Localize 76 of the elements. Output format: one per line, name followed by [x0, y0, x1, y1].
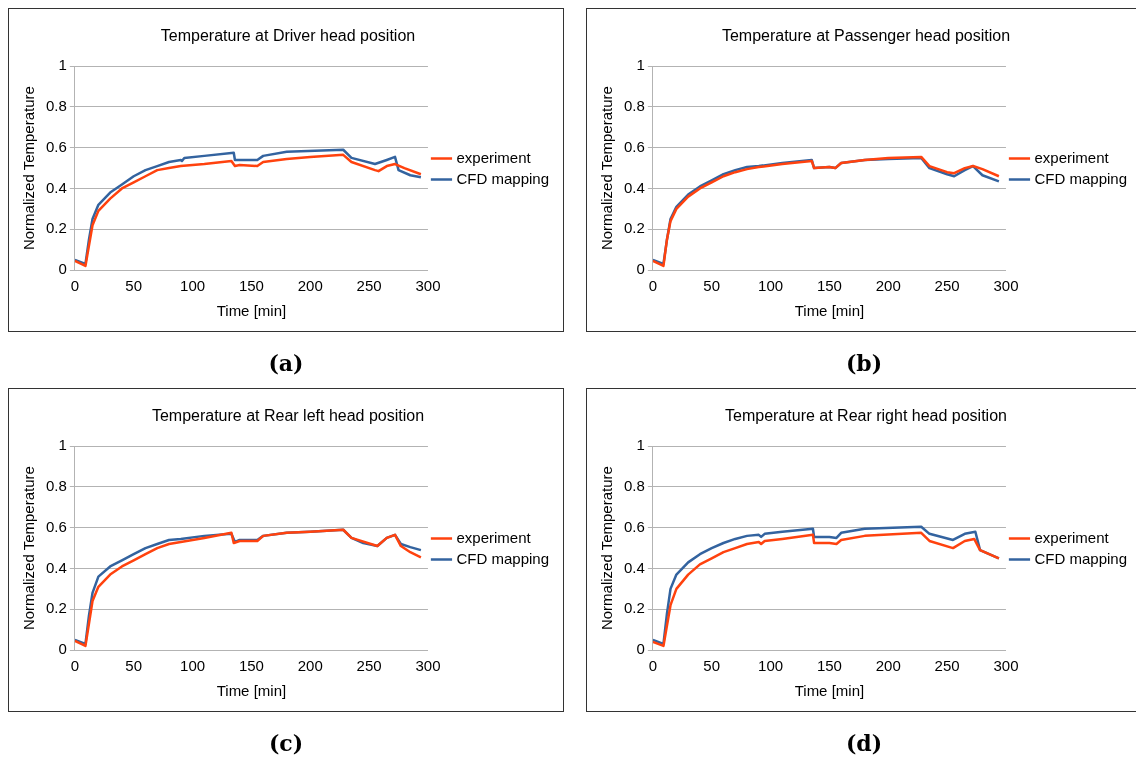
- legend-label: CFD mapping: [456, 169, 550, 187]
- chart-title: Temperature at Rear right head position: [725, 407, 1007, 425]
- x-tick-label: 150: [816, 277, 842, 295]
- x-axis-title: Time [min]: [216, 302, 287, 320]
- x-tick-label: 200: [297, 657, 323, 675]
- y-tick-label: 0.6: [45, 137, 67, 155]
- y-tick-label: 0.2: [45, 599, 67, 617]
- text: (a): [267, 350, 305, 376]
- y-axis-title: Normalized Temperature: [20, 86, 38, 251]
- y-tick-label: 0.2: [623, 219, 645, 237]
- x-tick-label: 300: [415, 657, 441, 675]
- x-axis-title: Time [min]: [794, 682, 865, 700]
- y-axis-title: Normalized Temperature: [20, 466, 38, 631]
- x-axis-title: Time [min]: [216, 682, 287, 700]
- x-tick-label: 0: [648, 657, 658, 675]
- x-tick-label: 150: [816, 657, 842, 675]
- y-tick-label: 0.4: [45, 178, 67, 196]
- y-tick-label: 0.4: [623, 558, 645, 576]
- y-tick-label: 0.8: [623, 477, 645, 495]
- x-tick-label: 300: [993, 277, 1019, 295]
- x-tick-label: 0: [70, 657, 80, 675]
- x-tick-label: 200: [297, 277, 323, 295]
- y-tick-label: 0.4: [623, 178, 645, 196]
- chart-title: Temperature at Driver head position: [160, 27, 416, 45]
- x-tick-label: 100: [180, 657, 206, 675]
- x-tick-label: 300: [993, 657, 1019, 675]
- y-tick-label: 0.8: [45, 477, 67, 495]
- legend-label: experiment: [1034, 528, 1110, 546]
- y-tick-label: 0.6: [45, 517, 67, 535]
- chart-title: Temperature at Passenger head position: [721, 27, 1011, 45]
- x-tick-label: 250: [356, 657, 382, 675]
- x-tick-label: 150: [238, 277, 264, 295]
- legend-label: CFD mapping: [1034, 549, 1128, 567]
- y-tick-label: 0: [58, 640, 67, 658]
- legend-label: CFD mapping: [1034, 169, 1128, 187]
- chart-title: Temperature at Rear left head position: [151, 407, 425, 425]
- y-tick-label: 0.6: [623, 517, 645, 535]
- x-tick-label: 150: [238, 657, 264, 675]
- x-tick-label: 250: [934, 277, 960, 295]
- x-tick-label: 100: [758, 657, 784, 675]
- legend-label: experiment: [456, 528, 532, 546]
- legend-label: CFD mapping: [456, 549, 550, 567]
- y-tick-label: 0: [636, 640, 645, 658]
- y-tick-label: 0.2: [623, 599, 645, 617]
- y-tick-label: 0.2: [45, 219, 67, 237]
- y-tick-label: 0.8: [623, 97, 645, 115]
- y-tick-label: 0: [58, 260, 67, 278]
- x-tick-label: 50: [703, 657, 721, 675]
- text: (d): [844, 730, 884, 756]
- y-tick-label: 1: [636, 436, 645, 454]
- x-tick-label: 50: [125, 657, 143, 675]
- legend-label: experiment: [1034, 148, 1110, 166]
- x-tick-label: 100: [180, 277, 206, 295]
- y-tick-label: 1: [636, 56, 645, 74]
- x-tick-label: 250: [934, 657, 960, 675]
- y-tick-label: 0.4: [45, 558, 67, 576]
- text: (b): [844, 350, 884, 376]
- x-tick-label: 0: [70, 277, 80, 295]
- x-tick-label: 0: [648, 277, 658, 295]
- y-tick-label: 0.6: [623, 137, 645, 155]
- x-tick-label: 300: [415, 277, 441, 295]
- y-tick-label: 0: [636, 260, 645, 278]
- x-tick-label: 250: [356, 277, 382, 295]
- x-tick-label: 200: [875, 657, 901, 675]
- y-tick-label: 1: [58, 56, 67, 74]
- x-axis-title: Time [min]: [794, 302, 865, 320]
- x-tick-label: 50: [125, 277, 143, 295]
- y-axis-title: Normalized Temperature: [598, 466, 616, 631]
- y-tick-label: 0.8: [45, 97, 67, 115]
- x-tick-label: 50: [703, 277, 721, 295]
- legend-label: experiment: [456, 148, 532, 166]
- x-tick-label: 100: [758, 277, 784, 295]
- x-tick-label: 200: [875, 277, 901, 295]
- text: (c): [267, 730, 305, 756]
- y-axis-title: Normalized Temperature: [598, 86, 616, 251]
- y-tick-label: 1: [58, 436, 67, 454]
